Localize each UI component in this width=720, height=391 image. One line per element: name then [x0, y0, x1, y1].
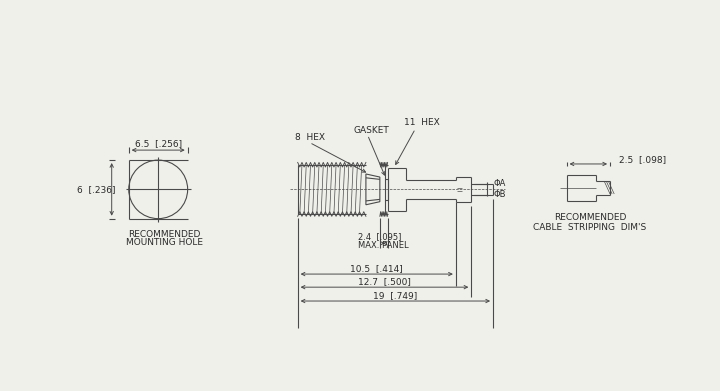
Text: 6.5  [.256]: 6.5 [.256] [135, 140, 181, 149]
Text: CABLE  STRIPPING  DIM'S: CABLE STRIPPING DIM'S [534, 222, 647, 231]
Text: MOUNTING HOLE: MOUNTING HOLE [126, 238, 203, 247]
Text: 11  HEX: 11 HEX [404, 118, 440, 127]
Text: 2.5  [.098]: 2.5 [.098] [619, 156, 667, 165]
Text: ΦA: ΦA [494, 179, 506, 188]
Text: RECOMMENDED: RECOMMENDED [128, 230, 201, 239]
Text: 8  HEX: 8 HEX [295, 133, 325, 142]
Text: GASKET: GASKET [354, 126, 390, 135]
Text: 6  [.236]: 6 [.236] [77, 185, 115, 194]
Text: 12.7  [.500]: 12.7 [.500] [358, 277, 411, 286]
Text: MAX. PANEL: MAX. PANEL [358, 241, 409, 250]
Text: RECOMMENDED: RECOMMENDED [554, 213, 626, 222]
Text: 2.4  [.095]: 2.4 [.095] [358, 233, 402, 242]
Text: 19  [.749]: 19 [.749] [373, 291, 418, 300]
Text: ΦB: ΦB [494, 190, 506, 199]
Text: 10.5  [.414]: 10.5 [.414] [351, 264, 403, 273]
